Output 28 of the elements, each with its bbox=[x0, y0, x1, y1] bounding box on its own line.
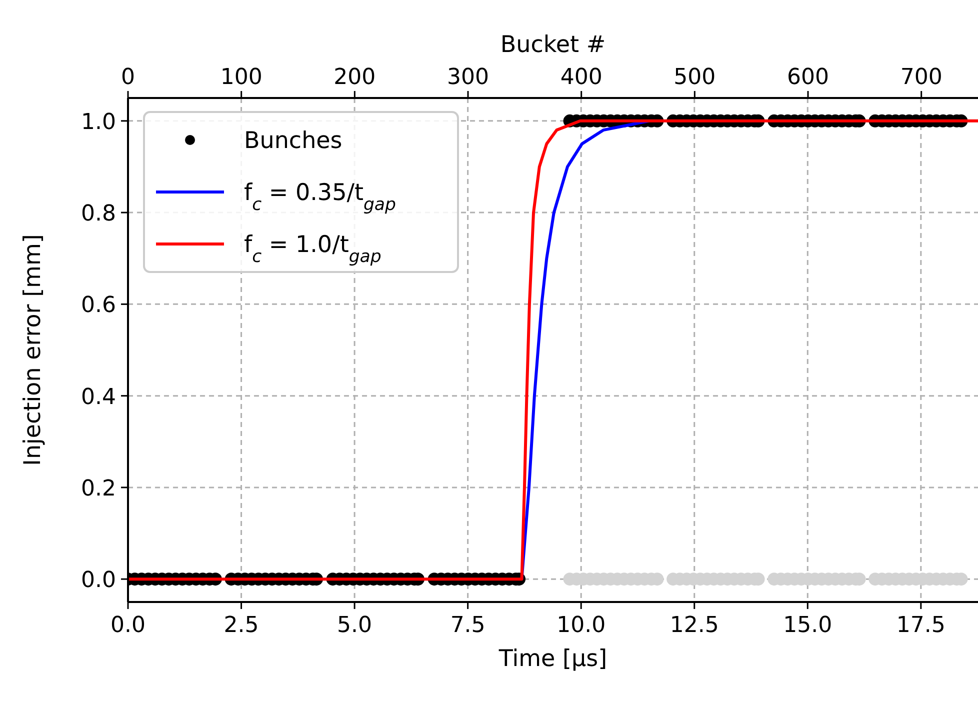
x-tick-label: 10.0 bbox=[556, 613, 606, 638]
x-tick-label: 15.0 bbox=[783, 613, 832, 638]
y-tick-label: 0.8 bbox=[81, 202, 116, 227]
x2-tick-label: 0 bbox=[121, 65, 135, 90]
y-tick-label: 1.0 bbox=[81, 110, 116, 135]
legend-label: Bunches bbox=[244, 128, 342, 154]
y-axis-title: Injection error [mm] bbox=[20, 234, 46, 466]
x2-tick-label: 700 bbox=[900, 65, 942, 90]
legend-label: f$_{c}$ = 0.35/t$_{gap}$ bbox=[244, 180, 396, 215]
x2-tick-label: 600 bbox=[787, 65, 829, 90]
x-axis-title: Time [μs] bbox=[498, 646, 608, 672]
x-tick-label: 7.5 bbox=[450, 613, 486, 638]
x2-tick-label: 100 bbox=[220, 65, 262, 90]
x2-tick-label: 300 bbox=[447, 65, 489, 90]
x2-axis-title: Bucket # bbox=[500, 32, 606, 58]
x-tick-label: 5.0 bbox=[337, 613, 372, 638]
y-tick-label: 0.4 bbox=[81, 384, 116, 410]
y-tick-label: 0.2 bbox=[81, 476, 116, 502]
x-tick-label: 2.5 bbox=[224, 613, 259, 638]
x2-tick-label: 500 bbox=[674, 65, 716, 90]
x2-tick-label: 200 bbox=[334, 65, 376, 90]
legend-label: f$_{c}$ = 1.0/t$_{gap}$ bbox=[244, 232, 382, 267]
x-tick-label: 17.5 bbox=[896, 613, 946, 638]
x2-tick-label: 400 bbox=[560, 65, 602, 90]
y-tick-label: 0.0 bbox=[81, 568, 116, 594]
x-tick-label: 0.0 bbox=[110, 613, 146, 638]
y-tick-label: 0.6 bbox=[81, 293, 116, 318]
x-tick-label: 12.5 bbox=[670, 613, 719, 638]
